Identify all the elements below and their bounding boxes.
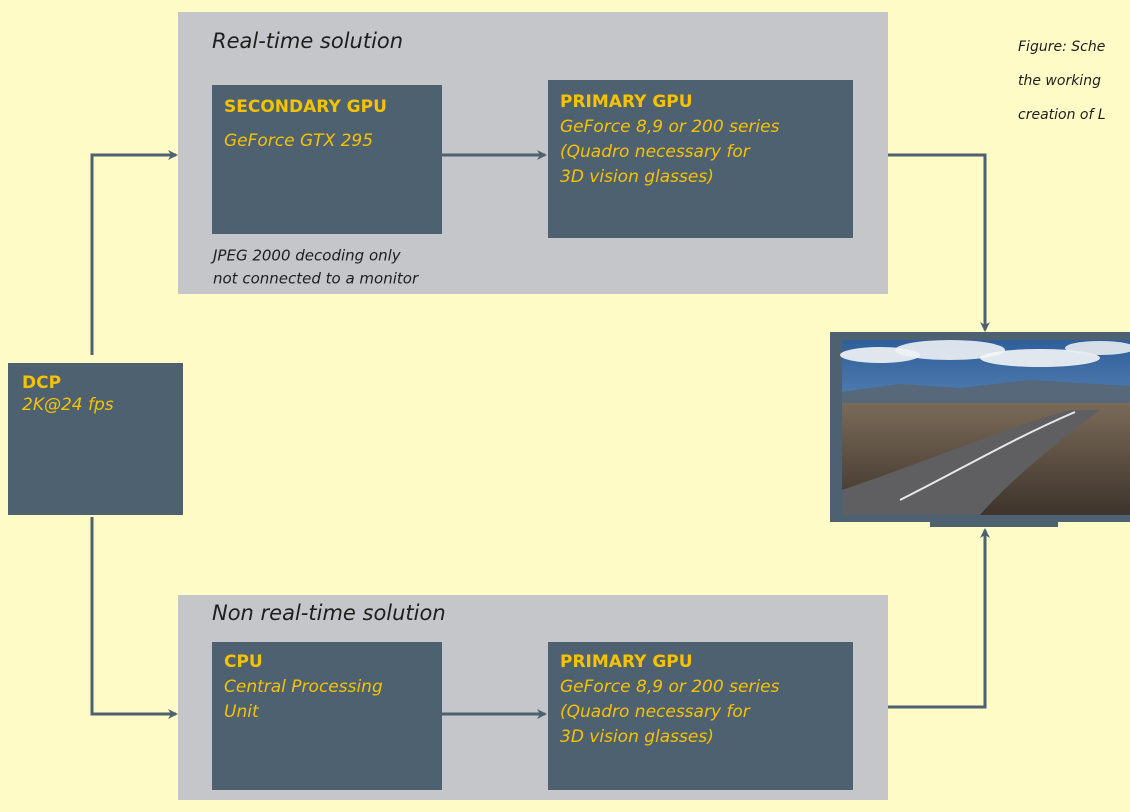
node-line: 2K@24 fps bbox=[22, 395, 114, 415]
node-line: 3D vision glasses) bbox=[560, 167, 714, 187]
node-title: SECONDARY GPU bbox=[224, 97, 387, 117]
node-title: DCP bbox=[22, 373, 61, 393]
node-line: (Quadro necessary for bbox=[560, 702, 751, 722]
note: JPEG 2000 decoding only bbox=[210, 247, 402, 265]
node-line: 3D vision glasses) bbox=[560, 727, 714, 747]
caption: the working bbox=[1018, 73, 1101, 89]
note: not connected to a monitor bbox=[213, 270, 419, 288]
node-box bbox=[548, 80, 853, 238]
node-box bbox=[8, 363, 183, 515]
node-box bbox=[212, 642, 442, 790]
node-box bbox=[212, 85, 442, 234]
node-line: Central Processing bbox=[224, 677, 383, 697]
node-line: GeForce GTX 295 bbox=[224, 131, 373, 151]
arrow bbox=[90, 517, 178, 719]
node-title: PRIMARY GPU bbox=[560, 92, 693, 112]
node-line: (Quadro necessary for bbox=[560, 142, 751, 162]
node-title: CPU bbox=[224, 652, 263, 672]
node-title: PRIMARY GPU bbox=[560, 652, 693, 672]
node-box bbox=[548, 642, 853, 790]
node-line: GeForce 8,9 or 200 series bbox=[560, 117, 780, 137]
arrow bbox=[90, 150, 178, 355]
arrow bbox=[888, 528, 990, 709]
panel-title: Non real-time solution bbox=[212, 601, 446, 625]
caption: creation of L bbox=[1018, 107, 1106, 123]
node-line: Unit bbox=[224, 702, 260, 722]
caption: Figure: Sche bbox=[1018, 39, 1105, 55]
panel-title: Real-time solution bbox=[212, 29, 403, 53]
node-line: GeForce 8,9 or 200 series bbox=[560, 677, 780, 697]
arrow bbox=[888, 153, 990, 332]
monitor bbox=[830, 332, 1130, 527]
